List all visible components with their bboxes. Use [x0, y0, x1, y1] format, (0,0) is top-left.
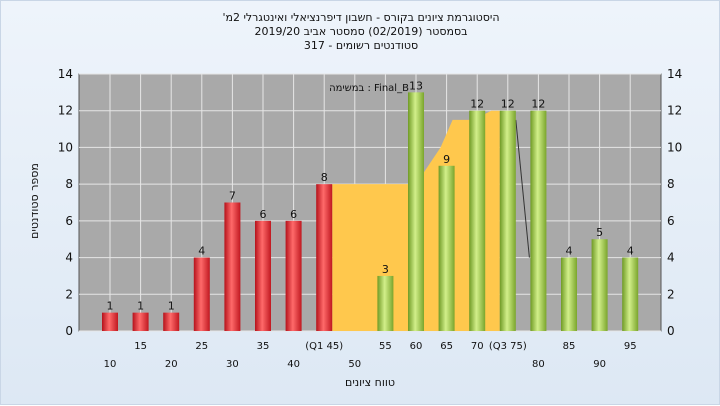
y-axis-label: מספר סטודנטים [28, 163, 41, 239]
x-tick-label: (Q1 45) [305, 341, 343, 352]
x-tick-label: 60 [410, 341, 423, 352]
x-tick-label: 65 [440, 341, 453, 352]
bar-65 [438, 165, 455, 331]
data-label-60: 13 [409, 79, 423, 92]
x-tick-label: 35 [257, 341, 270, 352]
y-tick-right: 8 [667, 177, 675, 191]
bar-30 [224, 202, 241, 331]
bar-(Q1 45) [316, 184, 333, 331]
x-tick-label: 50 [348, 359, 361, 370]
bar-80 [530, 110, 547, 331]
x-tick-label: 85 [563, 341, 576, 352]
bar-35 [255, 220, 271, 331]
x-tick-label: 30 [226, 359, 239, 370]
data-label-20: 1 [168, 300, 175, 313]
data-label-35: 6 [260, 208, 267, 221]
y-tick-right: 2 [667, 287, 675, 301]
bar-60 [408, 92, 424, 331]
x-tick-label: 95 [624, 341, 637, 352]
bar-(Q3 75) [499, 110, 516, 331]
data-label-10: 1 [107, 300, 114, 313]
data-label-(Q3 75): 12 [501, 98, 515, 111]
data-label-(Q1 45): 8 [321, 171, 328, 184]
x-tick-label: 15 [134, 341, 147, 352]
data-label-15: 1 [137, 300, 144, 313]
bar-15 [132, 312, 149, 331]
y-tick-left: 14 [58, 67, 73, 81]
bar-20 [163, 312, 180, 331]
bar-55 [377, 275, 394, 331]
chart-title-line-2: בסמסטר (02/2019) סמסטר אביב 2019/20 [254, 25, 468, 38]
data-label-65: 9 [443, 153, 450, 166]
data-label-25: 4 [198, 245, 205, 258]
chart-title-line-1: 'היסטוגרמת ציונים בקורס - חשבון דיפרנציא… [222, 11, 500, 24]
y-tick-right: 14 [667, 67, 682, 81]
x-axis-ticks: 10 15 20 25 30 35 40 (Q1 45) 50 55 60 65 70 (Q3 75) 80… [104, 341, 637, 370]
x-tick-label: (Q3 75) [489, 341, 527, 352]
data-label-80: 12 [531, 98, 545, 111]
y-tick-right: 6 [667, 214, 675, 228]
median-line [515, 119, 530, 258]
data-label-85: 4 [566, 245, 573, 258]
bar-25 [193, 257, 210, 331]
data-label-70: 12 [470, 98, 484, 111]
y-tick-right: 12 [667, 104, 682, 118]
bar-70 [469, 110, 486, 331]
x-tick-label: 25 [195, 341, 208, 352]
y-tick-right: 10 [667, 140, 682, 154]
x-axis-label: טווח ציונים [345, 376, 395, 389]
x-tick-label: 70 [471, 341, 484, 352]
x-tick-label: 10 [104, 359, 117, 370]
y-tick-left: 10 [58, 140, 73, 154]
y-tick-left: 6 [65, 214, 73, 228]
y-tick-left: 2 [65, 287, 73, 301]
y-tick-left: 0 [65, 324, 73, 338]
x-tick-label: 55 [379, 341, 392, 352]
x-tick-label: 20 [165, 359, 178, 370]
data-label-95: 4 [627, 245, 634, 258]
data-label-40: 6 [290, 208, 297, 221]
x-tick-label: 40 [287, 359, 300, 370]
data-labels: 1 1 1 4 7 6 6 8 3 13 9 12 12 12 4 5 4 [107, 79, 634, 312]
data-label-55: 3 [382, 263, 389, 276]
y-tick-right: 0 [667, 324, 675, 338]
data-label-30: 7 [229, 190, 236, 203]
x-tick-label: 90 [593, 359, 606, 370]
chart-title-line-3: סטודנטים רשומים - 317 [303, 39, 419, 52]
bar-95 [622, 257, 639, 331]
bars [102, 92, 639, 331]
bar-40 [285, 220, 302, 331]
bar-10 [102, 312, 118, 331]
x-tick-label: 80 [532, 359, 545, 370]
bar-85 [561, 257, 577, 331]
y-tick-left: 4 [65, 251, 73, 265]
data-label-90: 5 [596, 226, 603, 239]
legend-text: במשימה : Final_B [329, 83, 409, 94]
y-tick-left: 8 [65, 177, 73, 191]
y-tick-left: 12 [58, 104, 73, 118]
bar-90 [591, 239, 608, 331]
y-tick-right: 4 [667, 251, 675, 265]
